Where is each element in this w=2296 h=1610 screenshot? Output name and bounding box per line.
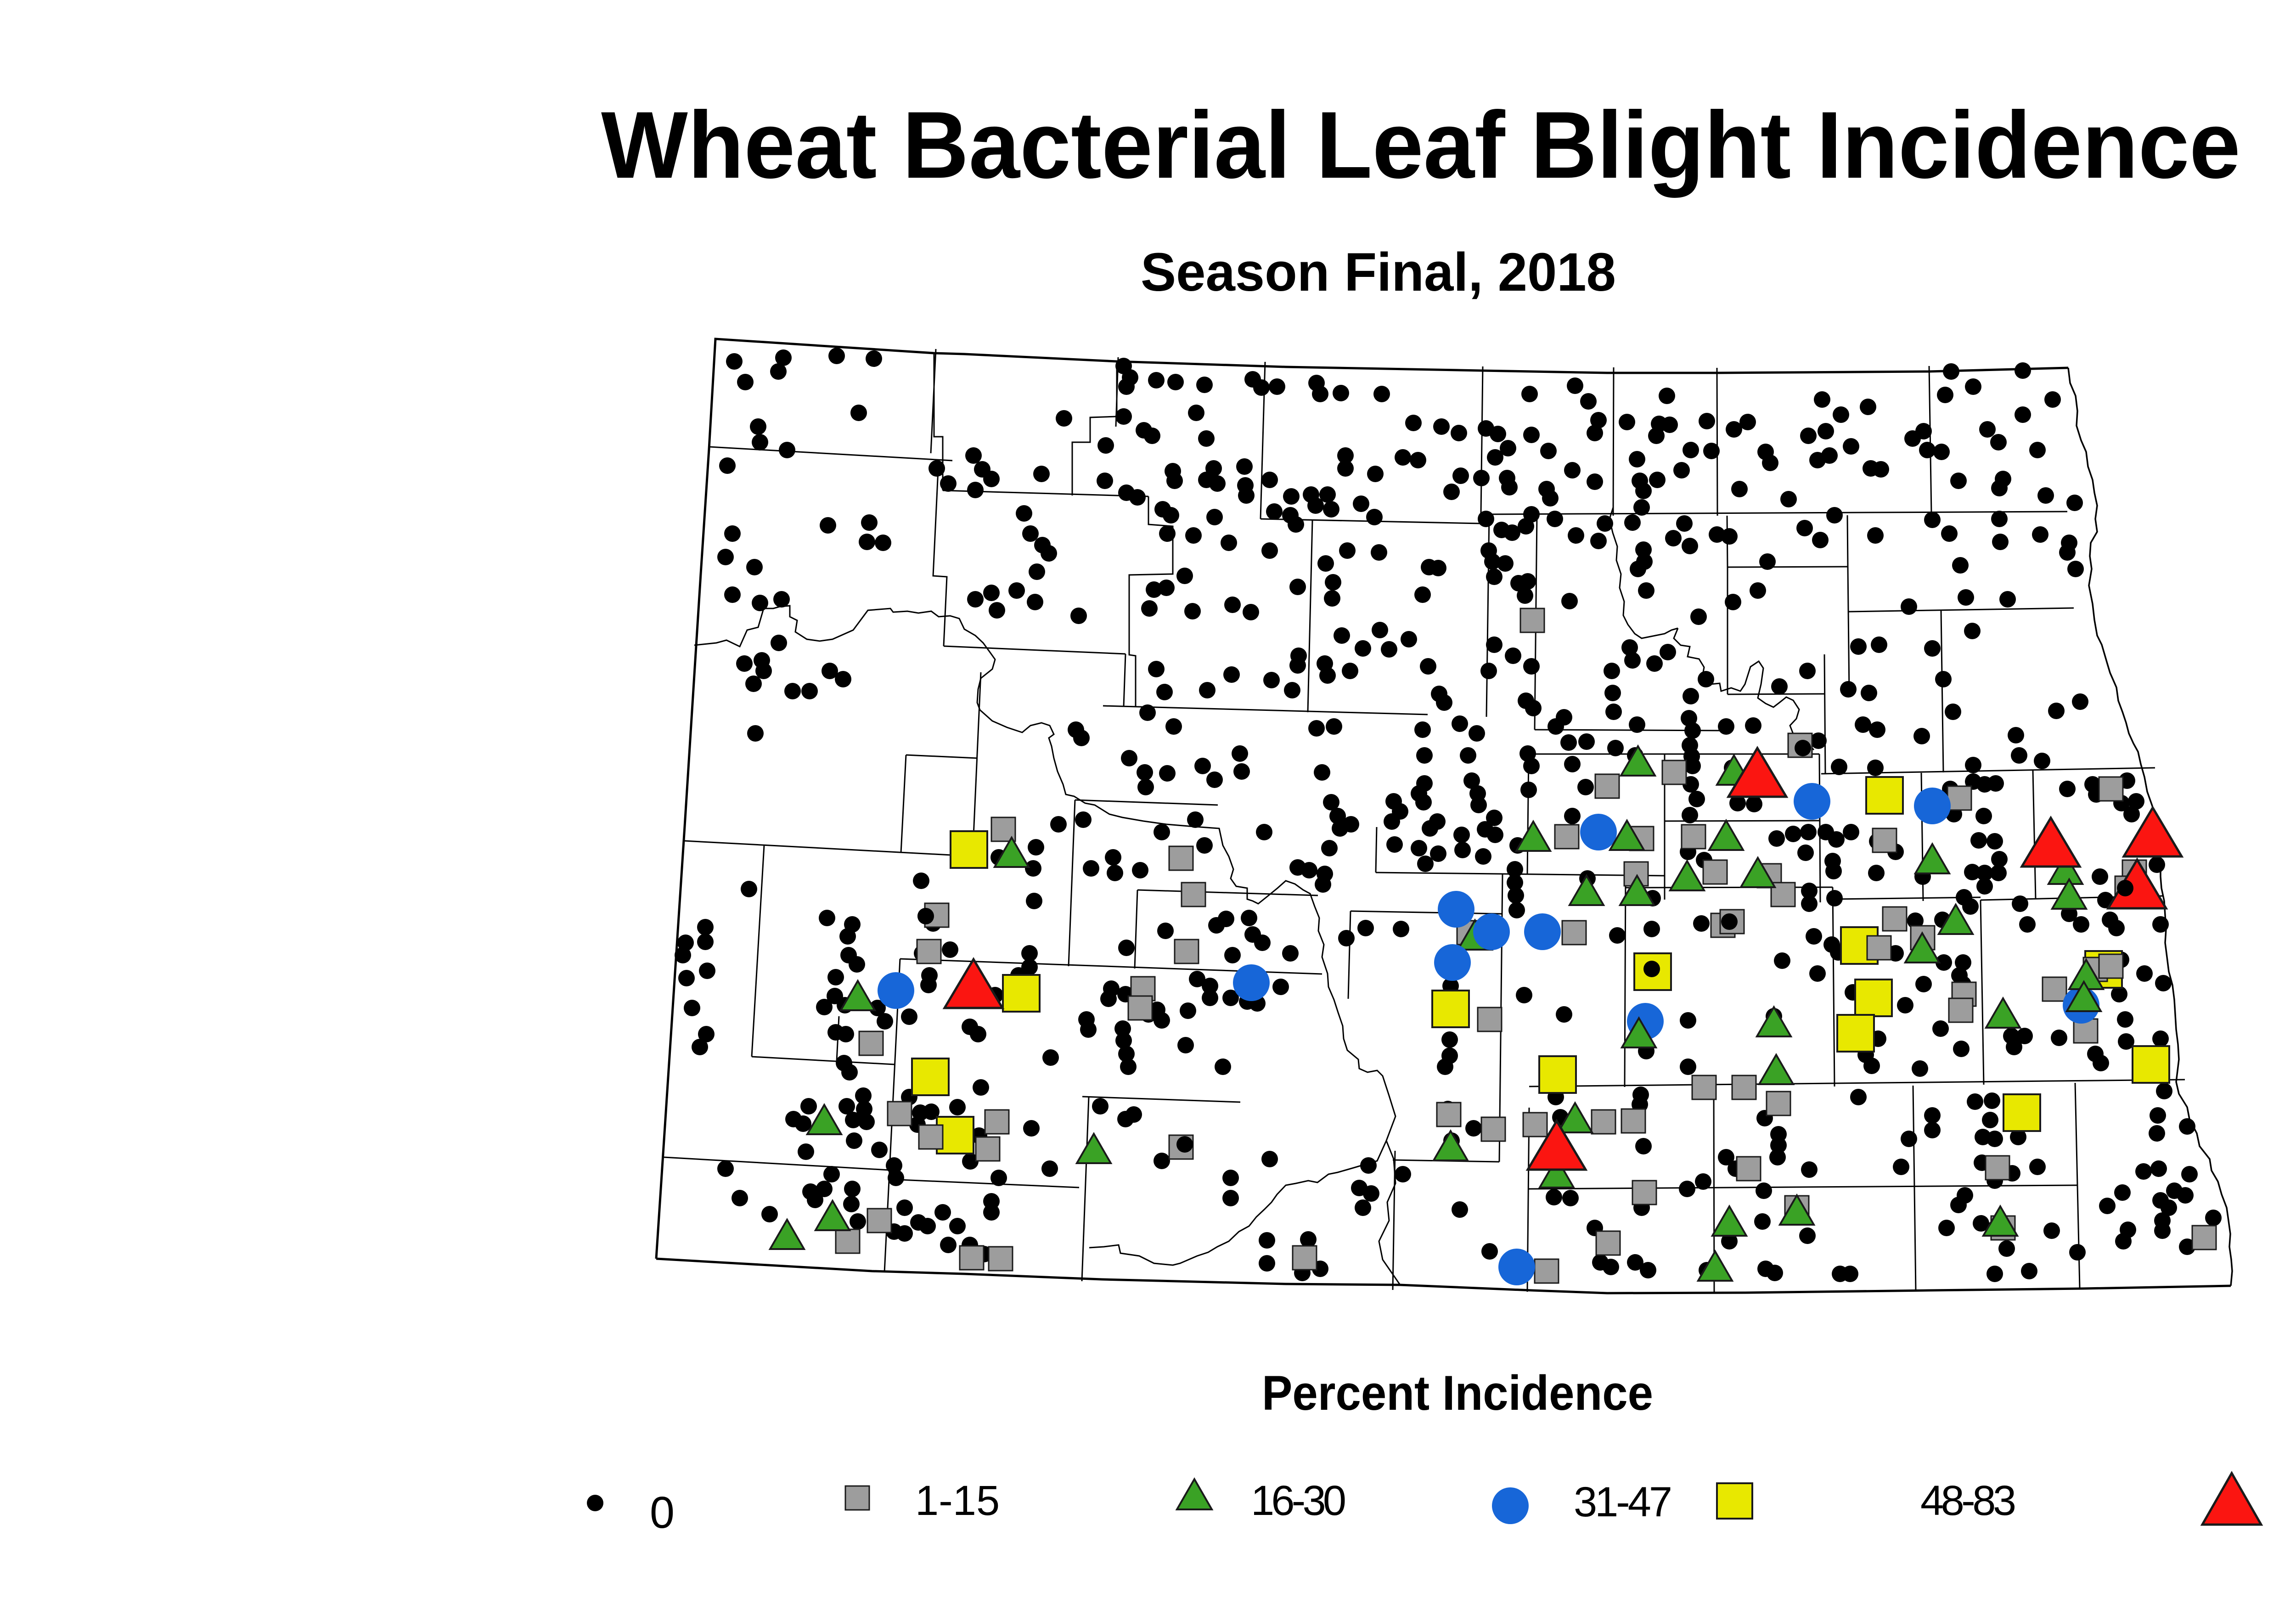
svg-text:Season Final, 2018: Season Final, 2018 — [1141, 242, 1616, 303]
svg-text:Percent Incidence: Percent Incidence — [1262, 1365, 1653, 1420]
svg-text:Wheat Bacterial Leaf Blight In: Wheat Bacterial Leaf Blight Incidence — [601, 92, 2240, 198]
svg-text:31-47: 31-47 — [1574, 1479, 1672, 1526]
svg-text:1-15: 1-15 — [915, 1477, 1000, 1524]
svg-text:48-83: 48-83 — [1920, 1477, 2016, 1524]
svg-text:0: 0 — [650, 1487, 675, 1537]
svg-text:16-30: 16-30 — [1251, 1477, 1346, 1524]
